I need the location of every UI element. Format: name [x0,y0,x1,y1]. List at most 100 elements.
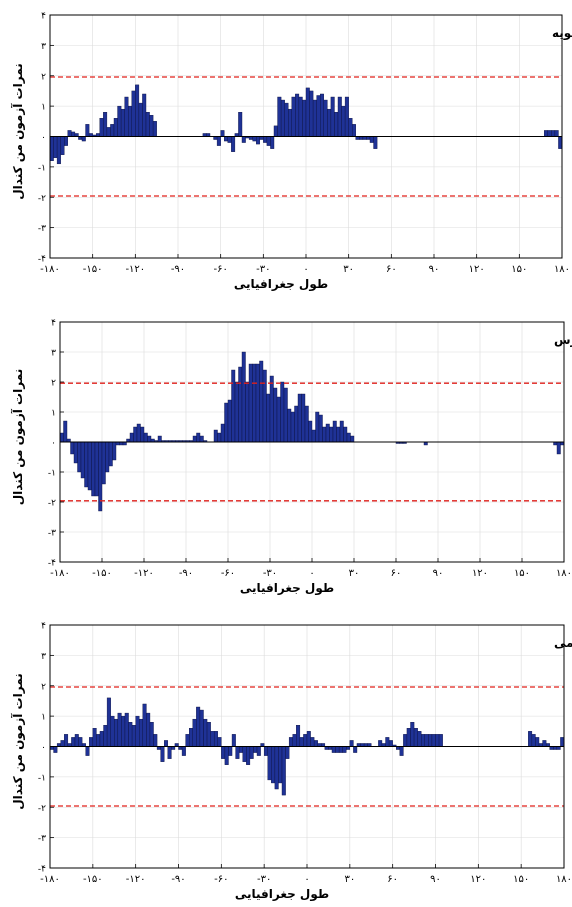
x-axis-label: طول جغرافیایی [235,887,329,902]
chart-panel-3: -۱۸۰ -۱۵۰ -۱۲۰ -۹۰ -۶۰ -۳۰ ۰ ۳۰ ۶۰ ۹۰ ۱۲۰ ۱۵۰ ۱۸۰-۴-… [10,622,572,903]
bar [87,441,92,491]
x-tick-label: ۱۵۰ [511,264,527,275]
bar [85,746,90,756]
bar [220,130,225,137]
x-tick-label: ۶۰ [387,874,398,885]
bar [294,405,299,443]
bar [71,131,76,137]
bar [60,740,65,747]
bar [56,136,61,165]
y-tick-label: ۳ [41,42,46,52]
bar [143,432,148,443]
bar [103,725,108,747]
bar [149,722,154,747]
x-tick-label: ۰ [303,264,308,275]
bar [312,99,317,137]
bar [296,725,301,747]
bar [181,746,186,756]
bar [89,737,94,747]
bar [234,381,239,443]
bar [378,740,383,747]
bar [149,115,154,137]
x-tick-label: -۱۸۰ [40,874,60,885]
y-tick-label: ۱ [41,713,46,723]
bar [551,130,556,137]
bar [271,746,276,784]
bar [92,728,97,747]
bar [417,731,422,747]
bar [157,435,162,443]
x-tick-label: -۱۸۰ [50,568,70,579]
x-axis-label: طول جغرافیایی [240,581,334,596]
bar [153,734,158,747]
y-tick-label: -۴ [38,255,46,265]
x-tick-label: ۱۲۰ [469,264,485,275]
x-tick-label: -۹۰ [179,568,193,579]
bar [334,111,339,137]
bar [528,731,533,747]
bar [342,746,347,753]
bar [108,441,113,467]
bar [138,102,143,137]
bar [238,111,243,137]
bar [341,105,346,137]
bar [128,722,133,747]
bar [262,369,267,443]
bar [335,746,340,753]
x-tick-label: ۶۰ [386,264,397,275]
bar [266,136,271,146]
bar [252,363,257,443]
bar [124,712,129,747]
bar [117,712,122,747]
x-tick-label: -۶۰ [221,568,235,579]
bar [242,746,247,762]
bar [343,426,348,443]
bar [403,734,408,747]
bar [106,697,111,747]
bar [330,96,335,137]
x-tick-label: ۱۵۰ [514,568,530,579]
bar [110,715,115,747]
bar [544,130,548,137]
bar [373,136,378,149]
bar [323,99,328,137]
x-tick-label: -۱۵۰ [83,264,103,275]
bar [305,87,310,137]
bar [78,737,83,747]
bar [203,718,208,747]
bar [325,423,330,443]
x-tick-label: ۱۲۰ [472,568,488,579]
bar [199,709,204,747]
bar [352,124,356,137]
bar [369,136,374,143]
bar [114,718,119,747]
bar [99,118,104,137]
bar [306,731,311,747]
bar [231,369,236,443]
bar [142,703,147,747]
x-tick-label: ۰ [304,874,309,885]
bar [128,105,132,137]
bar [112,441,117,461]
y-tick-label: ۲ [51,379,56,389]
bar [129,432,134,443]
bar [94,441,99,497]
y-tick-label: ۱ [41,103,46,113]
bar [263,746,268,756]
bar [299,737,304,747]
bar [140,426,145,443]
bar [410,722,415,747]
y-tick-label: ۰ [41,133,46,143]
bar [273,125,278,137]
x-tick-label: ۱۵۰ [513,874,529,885]
x-tick-label: -۹۰ [171,264,185,275]
x-tick-label: ۱۲۰ [470,874,486,885]
x-tick-label: ۹۰ [433,568,444,579]
bar [406,728,411,747]
y-tick-label: ۰ [41,743,46,753]
bar [192,435,197,443]
y-tick-label: ۳ [41,652,46,662]
bar [256,746,261,756]
